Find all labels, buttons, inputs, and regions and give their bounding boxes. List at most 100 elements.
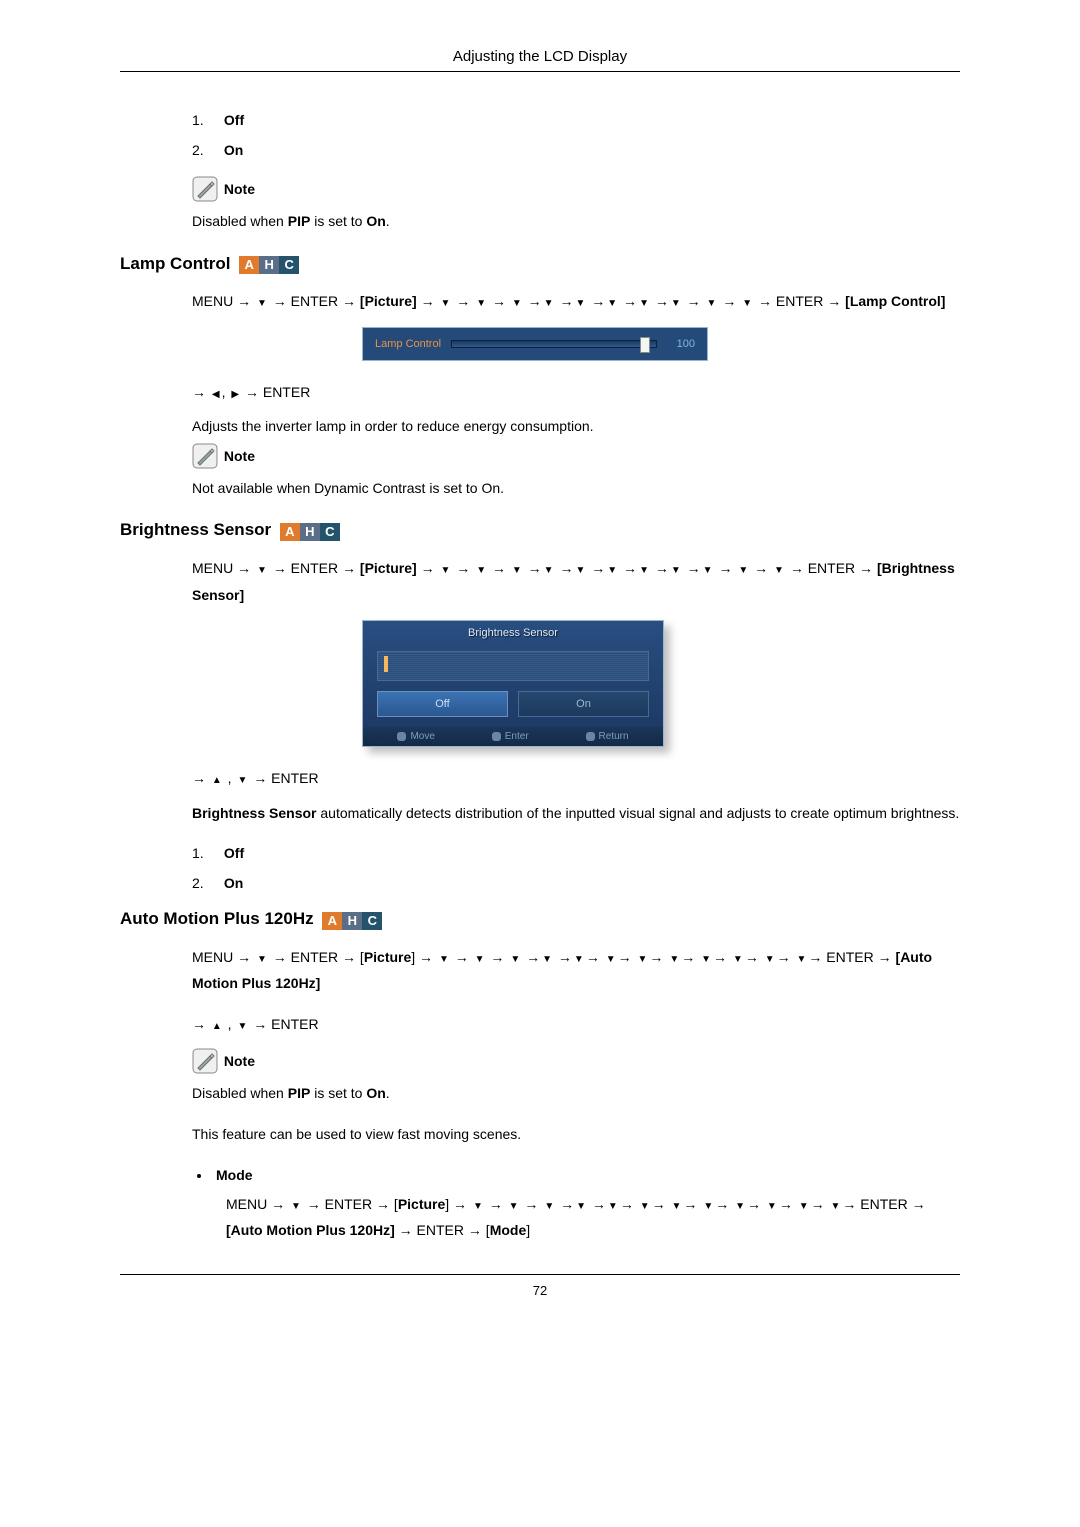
list-label: On (224, 142, 243, 158)
text: → ENTER → [ (395, 1222, 490, 1238)
osd-footer-return: Return (586, 731, 629, 742)
text: MENU → (192, 949, 255, 965)
down-arrow-icon (439, 293, 453, 309)
lamp-note-text: Not available when Dynamic Contrast is s… (192, 479, 960, 499)
text: → (417, 293, 439, 309)
osd-lamp: Lamp Control 100 (362, 327, 708, 361)
section-title-bs: Brightness Sensor AHC (120, 520, 960, 541)
down-arrow-icon (638, 1196, 652, 1212)
text: ] (526, 1222, 530, 1238)
down-arrow-icon (573, 293, 587, 309)
header-title: Adjusting the LCD Display (0, 40, 1080, 71)
text-bold: [Auto Motion Plus 120Hz] (226, 1222, 395, 1238)
down-arrow-icon (637, 293, 651, 309)
down-arrow-icon (705, 293, 719, 309)
down-arrow-icon (670, 1196, 684, 1212)
intro-list: 1. Off 2. On (192, 112, 960, 158)
down-arrow-icon (542, 1196, 556, 1212)
down-arrow-icon (474, 560, 488, 576)
bullet-label: Mode (216, 1167, 253, 1183)
badge-row: AHC (322, 910, 382, 930)
osd-footer-move: Move (397, 731, 434, 742)
intro-block: 1. Off 2. On Note Disabled when PIP is s… (192, 112, 960, 232)
text: Disabled when (192, 1085, 288, 1101)
lamp-desc: Adjusts the inverter lamp in order to re… (192, 417, 960, 437)
osd-preview (377, 651, 649, 681)
text: → ENTER (249, 770, 318, 786)
down-arrow-icon (473, 949, 487, 965)
text-bold: PIP (288, 1085, 311, 1101)
down-arrow-icon (605, 293, 619, 309)
text: Enter (505, 731, 529, 742)
down-arrow-icon (740, 293, 754, 309)
list-item: 1. Off (192, 845, 960, 861)
left-arrow-icon (210, 384, 222, 400)
nav-line: MENU → → ENTER → [Picture] → → → → → → →… (192, 288, 960, 315)
text: → ENTER → (790, 560, 877, 576)
slider-thumb[interactable] (640, 337, 650, 353)
down-arrow-icon (605, 560, 619, 576)
down-arrow-icon (731, 949, 745, 965)
text: ENTER → (860, 1196, 925, 1212)
text: → (192, 1016, 210, 1032)
badge-a-icon: A (322, 912, 342, 930)
down-arrow-icon (235, 1016, 249, 1032)
text: → ENTER → [ (303, 1196, 398, 1212)
nav-line: → , → ENTER (192, 765, 960, 792)
text: ENTER → (826, 949, 895, 965)
osd-option-on[interactable]: On (518, 691, 649, 717)
text-bold: On (366, 213, 385, 229)
amp-note-text: Disabled when PIP is set to On. (192, 1084, 960, 1104)
down-arrow-icon (542, 293, 556, 309)
down-arrow-icon (510, 293, 524, 309)
section-title-lamp: Lamp Control AHC (120, 254, 960, 275)
osd-options: Off On (363, 691, 663, 727)
badge-c-icon: C (279, 256, 299, 274)
note-label: Note (224, 448, 255, 464)
down-arrow-icon (667, 949, 681, 965)
list-label: Off (224, 112, 244, 128)
list-num: 2. (192, 875, 220, 891)
bs-block: MENU → → ENTER → [Picture] → → → → → → →… (192, 555, 960, 891)
down-arrow-icon (255, 293, 269, 309)
note-label: Note (224, 181, 255, 197)
down-arrow-icon (669, 560, 683, 576)
badge-a-icon: A (239, 256, 259, 274)
text-bold: Picture (398, 1196, 445, 1212)
move-icon (397, 732, 406, 741)
osd-footer-enter: Enter (492, 731, 529, 742)
osd-option-off[interactable]: Off (377, 691, 508, 717)
content: 1. Off 2. On Note Disabled when PIP is s… (0, 112, 1080, 1244)
text: MENU → (226, 1196, 289, 1212)
badge-row: AHC (280, 521, 340, 541)
osd-title: Brightness Sensor (363, 621, 663, 645)
enter-icon (492, 732, 501, 741)
nav-line: → , → ENTER (192, 1011, 960, 1038)
badge-row: AHC (239, 254, 299, 274)
bs-desc: Brightness Sensor automatically detects … (192, 804, 960, 824)
text: is set to (310, 213, 366, 229)
list-num: 1. (192, 112, 220, 128)
osd-slider[interactable] (451, 340, 657, 348)
down-arrow-icon (439, 560, 453, 576)
list-num: 2. (192, 142, 220, 158)
badge-h-icon: H (300, 523, 320, 541)
down-arrow-icon (573, 560, 587, 576)
down-arrow-icon (765, 1196, 779, 1212)
down-arrow-icon (507, 1196, 521, 1212)
badge-a-icon: A (280, 523, 300, 541)
nav-line: → , → ENTER (192, 379, 960, 406)
text: → (192, 770, 210, 786)
note-label: Note (224, 1053, 255, 1069)
down-arrow-icon (763, 949, 777, 965)
list-num: 1. (192, 845, 220, 861)
text: MENU → (192, 293, 255, 309)
down-arrow-icon (701, 560, 715, 576)
nav-line: MENU → → ENTER → [Picture] → → → → →→ → … (192, 944, 960, 997)
list-label: Off (224, 845, 244, 861)
list-item: 1. Off (192, 112, 960, 128)
down-arrow-icon (795, 949, 809, 965)
text-bold: [Lamp Control] (845, 293, 945, 309)
right-arrow-icon (229, 384, 241, 400)
text: . (386, 1085, 390, 1101)
